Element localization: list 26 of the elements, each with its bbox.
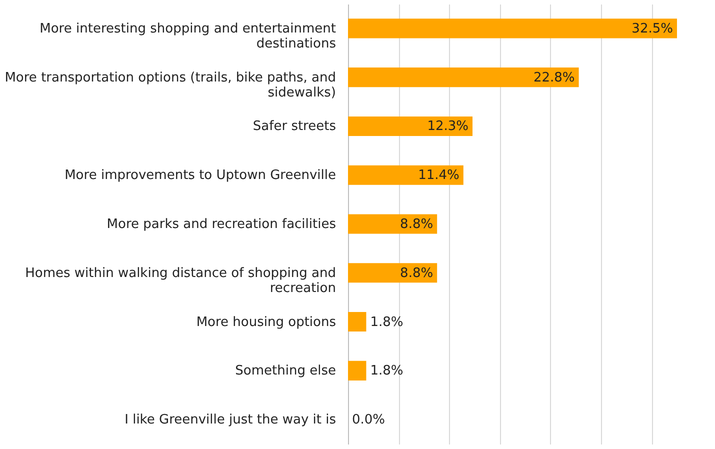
bar [348, 312, 366, 332]
bar [348, 360, 366, 380]
data-label: 1.8% [370, 314, 404, 330]
data-label: 1.8% [370, 364, 404, 379]
y-tick-label: More housing options [196, 314, 336, 330]
bar [348, 18, 677, 38]
y-tick-label: More interesting shopping and entertainment destinations [40, 21, 336, 52]
bar [348, 68, 579, 88]
data-label: 8.8% [400, 217, 434, 232]
data-label: 32.5% [632, 21, 673, 36]
bar [348, 116, 473, 136]
y-tick-label: More transportation options (trails, bike paths, and sidewalks) [4, 70, 336, 100]
y-tick-label: Homes within walking distance of shopping and recreation [25, 266, 336, 296]
bar [348, 214, 438, 234]
y-tick-label: I like Greenville just the way it is [124, 412, 336, 428]
data-label: 12.3% [427, 119, 469, 134]
data-label: 22.8% [533, 70, 575, 86]
data-label: 0.0% [352, 412, 386, 428]
data-label: 11.4% [418, 168, 460, 184]
bar [348, 165, 464, 185]
bar [348, 263, 438, 283]
y-tick-label: More improvements to Uptown Greenville [64, 168, 336, 184]
y-tick-label: Something else [235, 364, 336, 379]
y-tick-label: More parks and recreation facilities [106, 217, 336, 232]
data-label: 8.8% [400, 266, 434, 281]
y-tick-label: Safer streets [252, 119, 336, 134]
